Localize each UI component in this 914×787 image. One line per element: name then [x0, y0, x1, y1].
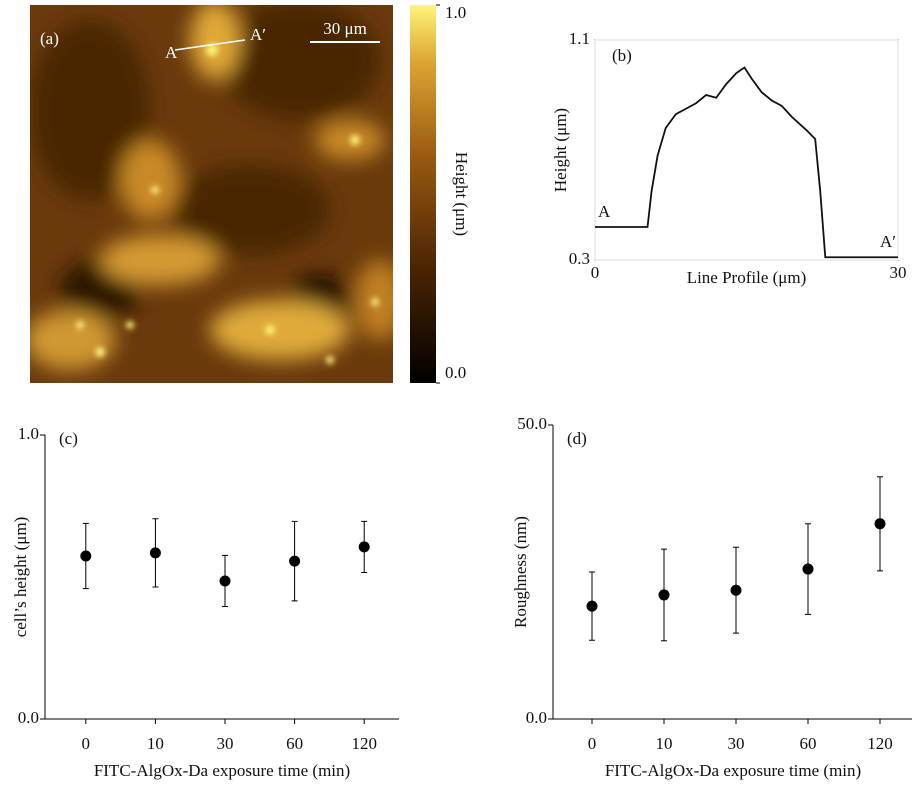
- colorbar-label: Height (μm): [452, 152, 471, 236]
- x-tick-label: 10: [656, 734, 673, 753]
- scale-bar-label: 30 μm: [323, 19, 367, 38]
- data-point: [586, 600, 598, 612]
- data-point: [289, 555, 301, 567]
- colorbar-tick-label: 1.0: [445, 3, 466, 22]
- x-axis-label: Line Profile (μm): [687, 268, 807, 287]
- x-tick-label: 0: [588, 734, 597, 753]
- x-tick-label: 30: [217, 734, 234, 753]
- panel-label: (b): [612, 46, 632, 65]
- x-tick-label: 120: [867, 734, 893, 753]
- x-tick-label: 0: [591, 263, 600, 282]
- profile-line: [595, 66, 898, 259]
- panel-label: (a): [40, 29, 59, 48]
- colorbar: [410, 5, 436, 383]
- afm-texture: [30, 5, 393, 370]
- panel-label: (d): [567, 429, 587, 448]
- x-tick-label: 60: [286, 734, 303, 753]
- data-point: [730, 584, 742, 596]
- data-point: [80, 550, 92, 562]
- y-axis-label: Height (μm): [551, 108, 570, 192]
- x-tick-label: 60: [800, 734, 817, 753]
- afm-highlights: [76, 44, 379, 364]
- colorbar-tick-label: 0.0: [445, 363, 466, 382]
- y-tick-label: 50.0: [517, 414, 547, 433]
- y-tick-label: 1.1: [569, 29, 590, 48]
- data-point: [149, 547, 161, 559]
- line-label: A′: [250, 25, 266, 44]
- profile-line: [174, 39, 246, 51]
- panel-label: (c): [59, 429, 78, 448]
- y-tick-label: 0.0: [526, 708, 547, 727]
- y-tick-label: 1.0: [18, 424, 39, 443]
- data-point: [219, 575, 231, 587]
- y-axis-label: cell’s height (μm): [11, 517, 30, 638]
- x-tick-label: 10: [147, 734, 164, 753]
- data-point: [358, 541, 370, 553]
- data-point: [802, 563, 814, 575]
- y-axis-label: Roughness (nm): [511, 516, 530, 628]
- x-tick-label: 0: [82, 734, 91, 753]
- x-axis-label: FITC-AlgOx-Da exposure time (min): [94, 761, 350, 780]
- y-tick-label: 0.0: [18, 708, 39, 727]
- data-point: [658, 589, 670, 601]
- line-label: A: [165, 43, 178, 62]
- x-tick-label: 120: [351, 734, 377, 753]
- point-label: A′: [880, 232, 896, 251]
- x-tick-label: 30: [728, 734, 745, 753]
- afm-image: [30, 5, 393, 383]
- y-tick-label: 0.3: [569, 249, 590, 268]
- point-label: A: [598, 202, 611, 221]
- x-tick-label: 30: [890, 263, 907, 282]
- data-point: [874, 518, 886, 530]
- x-axis-label: FITC-AlgOx-Da exposure time (min): [605, 761, 861, 780]
